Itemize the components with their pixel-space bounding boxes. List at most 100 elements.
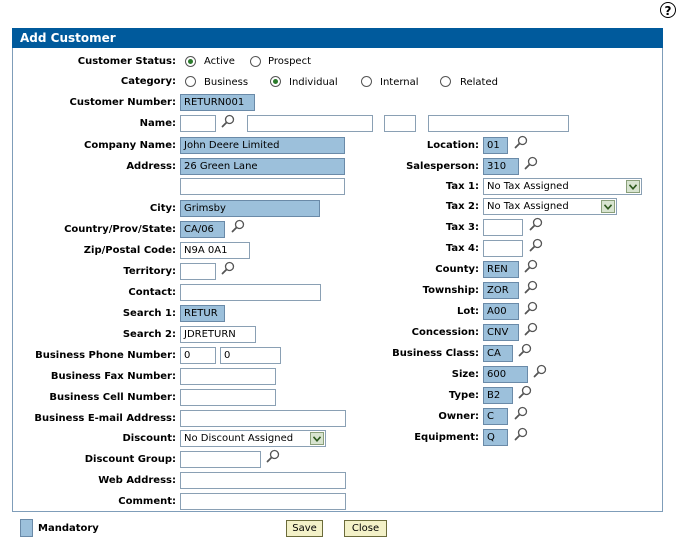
fax-input[interactable]: [180, 368, 276, 385]
contact-label: Contact:: [128, 287, 176, 298]
search2-input[interactable]: JDRETURN: [180, 326, 256, 343]
phone-number-input[interactable]: 0: [220, 347, 281, 364]
category-internal-label: Internal: [380, 77, 419, 88]
business-class-lookup-icon[interactable]: [518, 343, 532, 357]
comment-input[interactable]: [180, 493, 346, 510]
tax1-value: No Tax Assigned: [487, 181, 569, 192]
salesperson-lookup-icon[interactable]: [524, 156, 538, 170]
tax2-select[interactable]: No Tax Assigned: [483, 198, 617, 215]
salesperson-input[interactable]: 310: [483, 158, 519, 175]
business-class-input[interactable]: CA: [483, 345, 513, 362]
customer-number-input[interactable]: RETURN001: [180, 94, 255, 111]
mandatory-legend-label: Mandatory: [38, 523, 99, 534]
discount-group-lookup-icon[interactable]: [266, 449, 280, 463]
concession-input[interactable]: CNV: [483, 324, 519, 341]
owner-label: Owner:: [438, 411, 479, 422]
email-label: Business E-mail Address:: [34, 413, 176, 424]
equipment-input[interactable]: Q: [483, 429, 508, 446]
company-name-input[interactable]: John Deere Limited: [180, 137, 345, 154]
location-lookup-icon[interactable]: [514, 135, 528, 149]
contact-input[interactable]: [180, 284, 321, 301]
status-prospect-label: Prospect: [268, 56, 311, 67]
discount-value: No Discount Assigned: [184, 433, 294, 444]
category-related-radio[interactable]: [440, 76, 451, 87]
name-first-input[interactable]: [247, 115, 373, 132]
type-lookup-icon[interactable]: [518, 385, 532, 399]
tax1-select[interactable]: No Tax Assigned: [483, 178, 642, 195]
zip-input[interactable]: N9A 0A1: [180, 242, 250, 259]
tax2-value: No Tax Assigned: [487, 201, 569, 212]
status-prospect-radio[interactable]: [250, 56, 261, 67]
status-active-label: Active: [204, 56, 235, 67]
search1-input[interactable]: RETUR: [180, 305, 225, 322]
county-input[interactable]: REN: [483, 261, 519, 278]
equipment-lookup-icon[interactable]: [514, 427, 528, 441]
discount-group-input[interactable]: [180, 451, 261, 468]
type-input[interactable]: B2: [483, 387, 513, 404]
fax-label: Business Fax Number:: [50, 371, 176, 382]
customer-number-label: Customer Number:: [69, 97, 176, 108]
tax2-label: Tax 2:: [445, 201, 479, 212]
size-lookup-icon[interactable]: [533, 364, 547, 378]
country-label: Country/Prov/State:: [64, 224, 176, 235]
chevron-down-icon[interactable]: [626, 180, 640, 193]
city-input[interactable]: Grimsby: [180, 200, 320, 217]
lot-lookup-icon[interactable]: [524, 301, 538, 315]
discount-group-label: Discount Group:: [84, 454, 176, 465]
name-prefix-input[interactable]: [180, 115, 216, 132]
salesperson-label: Salesperson:: [406, 161, 479, 172]
chevron-down-icon[interactable]: [310, 432, 324, 445]
county-lookup-icon[interactable]: [524, 259, 538, 273]
discount-select[interactable]: No Discount Assigned: [180, 430, 326, 447]
territory-input[interactable]: [180, 263, 216, 280]
web-input[interactable]: [180, 472, 346, 489]
tax4-input[interactable]: [483, 240, 523, 257]
owner-input[interactable]: C: [483, 408, 508, 425]
category-related-label: Related: [460, 77, 498, 88]
county-label: County:: [435, 264, 479, 275]
category-label: Category:: [120, 76, 176, 87]
category-internal-radio[interactable]: [361, 76, 372, 87]
name-middle-input[interactable]: [384, 115, 416, 132]
tax4-label: Tax 4:: [445, 243, 479, 254]
status-active-radio[interactable]: [185, 56, 196, 67]
close-button[interactable]: Close: [344, 520, 387, 537]
owner-lookup-icon[interactable]: [514, 406, 528, 420]
company-name-label: Company Name:: [84, 140, 176, 151]
chevron-down-icon[interactable]: [601, 200, 615, 213]
name-label: Name:: [139, 118, 176, 129]
help-icon[interactable]: ?: [660, 2, 676, 18]
township-input[interactable]: ZOR: [483, 282, 519, 299]
name-last-input[interactable]: [428, 115, 569, 132]
category-individual-radio[interactable]: [270, 76, 281, 87]
phone-label: Business Phone Number:: [35, 350, 176, 361]
size-input[interactable]: 600: [483, 366, 528, 383]
lot-input[interactable]: A00: [483, 303, 519, 320]
township-lookup-icon[interactable]: [524, 280, 538, 294]
discount-label: Discount:: [122, 433, 177, 444]
country-lookup-icon[interactable]: [231, 219, 245, 233]
category-business-radio[interactable]: [185, 76, 196, 87]
search1-label: Search 1:: [122, 308, 176, 319]
concession-lookup-icon[interactable]: [524, 322, 538, 336]
name-lookup-icon[interactable]: [221, 114, 235, 128]
location-input[interactable]: 01: [483, 137, 508, 154]
phone-area-input[interactable]: 0: [180, 347, 216, 364]
category-business-label: Business: [204, 77, 249, 88]
address-line2-input[interactable]: [180, 178, 345, 195]
township-label: Township:: [422, 285, 479, 296]
address-line1-input[interactable]: 26 Green Lane: [180, 158, 345, 175]
country-input[interactable]: CA/06: [180, 221, 225, 238]
tax1-label: Tax 1:: [445, 181, 479, 192]
tax3-input[interactable]: [483, 219, 523, 236]
territory-label: Territory:: [123, 266, 176, 277]
email-input[interactable]: [180, 410, 346, 427]
tax3-lookup-icon[interactable]: [529, 217, 543, 231]
territory-lookup-icon[interactable]: [221, 261, 235, 275]
equipment-label: Equipment:: [414, 432, 479, 443]
concession-label: Concession:: [411, 327, 479, 338]
save-button[interactable]: Save: [286, 520, 323, 537]
tax4-lookup-icon[interactable]: [529, 238, 543, 252]
cell-input[interactable]: [180, 389, 276, 406]
location-label: Location:: [426, 140, 479, 151]
